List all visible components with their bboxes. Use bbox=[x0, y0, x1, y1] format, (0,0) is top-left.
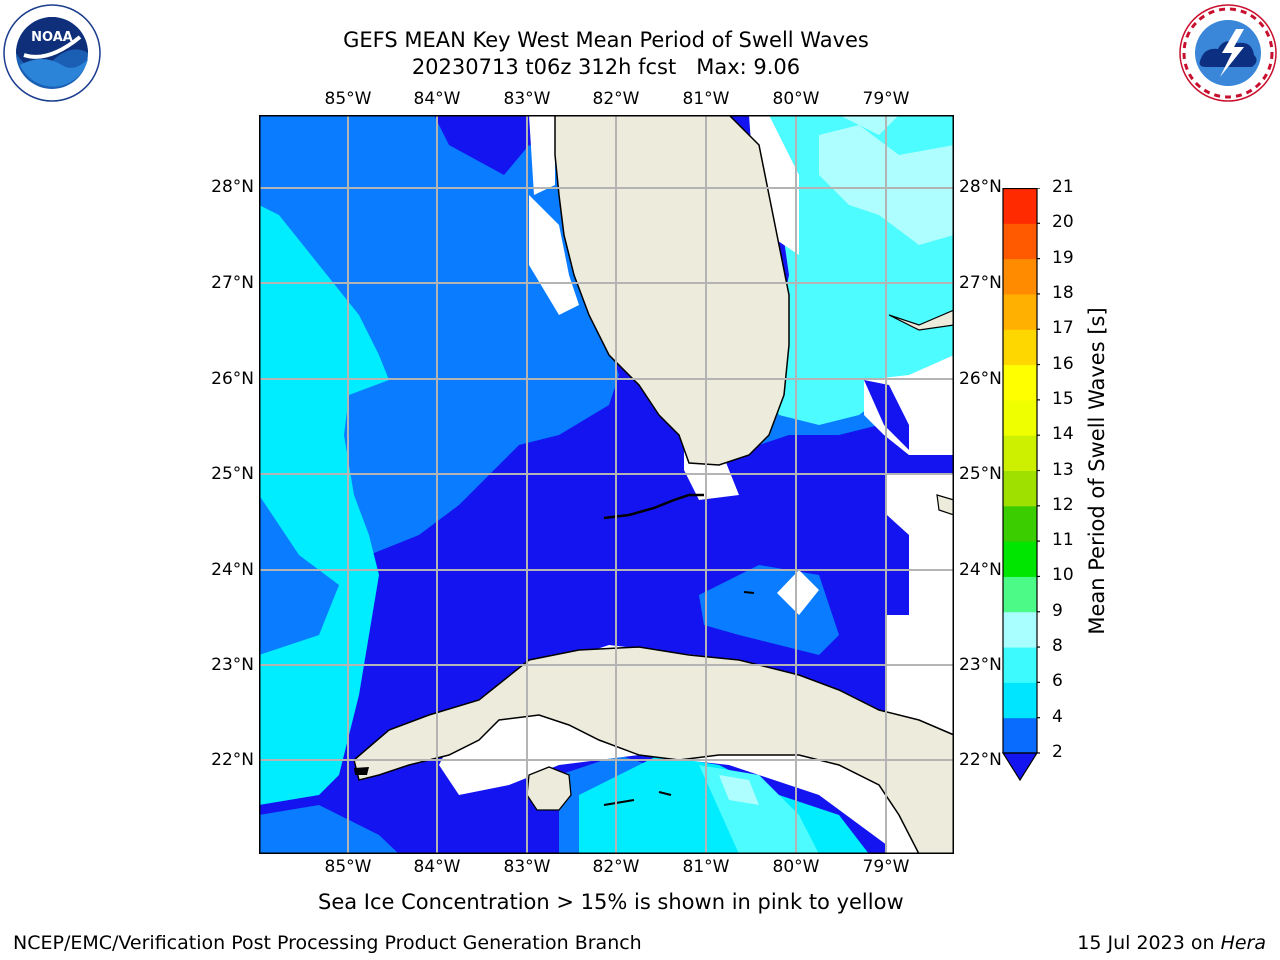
colorbar-tick-label: 6 bbox=[1052, 671, 1063, 692]
map-subtitle: 20230713 t06z 312h fcst Max: 9.06 bbox=[411, 55, 801, 79]
colorbar-swatch bbox=[1003, 258, 1037, 295]
colorbar-swatch bbox=[1003, 611, 1037, 648]
footer-credit: NCEP/EMC/Verification Post Processing Pr… bbox=[13, 932, 642, 954]
lat-label-right: 22°N bbox=[959, 750, 1002, 770]
lat-label-right: 24°N bbox=[959, 560, 1002, 580]
map-frame bbox=[259, 115, 954, 854]
lat-label-right: 25°N bbox=[959, 464, 1002, 484]
colorbar bbox=[1000, 187, 1042, 788]
colorbar-swatch bbox=[1003, 576, 1037, 613]
colorbar-tick-label: 9 bbox=[1052, 600, 1063, 621]
swell-period-map bbox=[259, 115, 954, 854]
sea-ice-note: Sea Ice Concentration > 15% is shown in … bbox=[318, 890, 904, 914]
colorbar-swatch bbox=[1003, 470, 1037, 507]
colorbar-swatch bbox=[1003, 647, 1037, 683]
colorbar-tick-label: 11 bbox=[1052, 530, 1074, 551]
colorbar-tick-label: 13 bbox=[1052, 459, 1074, 480]
nws-logo bbox=[1178, 3, 1278, 103]
colorbar-tick-label: 19 bbox=[1052, 247, 1074, 268]
colorbar-swatch bbox=[1003, 435, 1037, 471]
lon-label-top: 82°W bbox=[592, 89, 640, 109]
lat-label-left: 28°N bbox=[211, 177, 254, 197]
map-graticule bbox=[259, 115, 954, 854]
colorbar-tick-label: 12 bbox=[1052, 494, 1074, 515]
lat-label-left: 22°N bbox=[211, 750, 254, 770]
lat-label-left: 27°N bbox=[211, 273, 254, 293]
colorbar-tick-label: 18 bbox=[1052, 282, 1074, 303]
colorbar-swatch bbox=[1003, 188, 1037, 224]
colorbar-tick-label: 14 bbox=[1052, 424, 1074, 445]
colorbar-extend-triangle bbox=[1001, 752, 1039, 782]
lat-label-left: 26°N bbox=[211, 369, 254, 389]
colorbar-title: Mean Period of Swell Waves [s] bbox=[1085, 307, 1109, 635]
footer-date: 15 Jul 2023 on bbox=[1077, 932, 1221, 954]
lon-label-top: 85°W bbox=[324, 89, 372, 109]
noaa-logo: NOAA bbox=[2, 3, 102, 103]
lon-label-bottom: 82°W bbox=[592, 857, 640, 877]
lon-label-top: 84°W bbox=[413, 89, 461, 109]
footer-host: Hera bbox=[1220, 932, 1266, 954]
lat-label-right: 23°N bbox=[959, 655, 1002, 675]
lon-label-bottom: 83°W bbox=[503, 857, 551, 877]
lat-label-left: 25°N bbox=[211, 464, 254, 484]
isle-of-youth bbox=[526, 766, 572, 811]
no-data-area bbox=[529, 115, 555, 195]
colorbar-tick-label: 16 bbox=[1052, 353, 1074, 374]
colorbar-swatch bbox=[1003, 329, 1037, 366]
colorbar-tick-label: 21 bbox=[1052, 177, 1074, 197]
ocean-cyan-field bbox=[259, 205, 389, 805]
colorbar-swatch bbox=[1003, 717, 1037, 754]
lat-label-left: 24°N bbox=[211, 560, 254, 580]
colorbar-swatch bbox=[1003, 399, 1037, 436]
colorbar-tick-label: 10 bbox=[1052, 565, 1074, 586]
colorbar-tick-label: 17 bbox=[1052, 318, 1074, 339]
florida-landmass bbox=[554, 115, 790, 466]
lon-label-top: 83°W bbox=[503, 89, 551, 109]
lat-label-left: 23°N bbox=[211, 655, 254, 675]
lat-label-right: 27°N bbox=[959, 273, 1002, 293]
lat-label-right: 28°N bbox=[959, 177, 1002, 197]
svg-text:NOAA: NOAA bbox=[31, 30, 73, 45]
colorbar-swatch bbox=[1003, 505, 1037, 542]
colorbar-tick-label: 20 bbox=[1052, 212, 1074, 233]
colorbar-tick-label: 4 bbox=[1052, 706, 1063, 727]
lat-label-right: 26°N bbox=[959, 369, 1002, 389]
colorbar-swatch bbox=[1003, 223, 1037, 260]
lon-label-bottom: 85°W bbox=[324, 857, 372, 877]
footer-timestamp: 15 Jul 2023 on Hera bbox=[1077, 932, 1266, 954]
colorbar-tick-label: 15 bbox=[1052, 388, 1074, 409]
colorbar-swatch bbox=[1003, 364, 1037, 401]
cuba-landmass bbox=[353, 646, 954, 854]
map-title: GEFS MEAN Key West Mean Period of Swell … bbox=[343, 28, 869, 52]
colorbar-tick-label: 2 bbox=[1052, 742, 1063, 762]
lon-label-bottom: 80°W bbox=[772, 857, 820, 877]
colorbar-swatch bbox=[1003, 682, 1037, 719]
colorbar-tick-label: 8 bbox=[1052, 636, 1063, 657]
colorbar-swatch bbox=[1003, 293, 1037, 330]
lon-label-top: 80°W bbox=[772, 89, 820, 109]
lon-label-bottom: 81°W bbox=[682, 857, 730, 877]
colorbar-swatch bbox=[1003, 541, 1037, 577]
lon-label-bottom: 84°W bbox=[413, 857, 461, 877]
lon-label-top: 81°W bbox=[682, 89, 730, 109]
lon-label-bottom: 79°W bbox=[862, 857, 910, 877]
lon-label-top: 79°W bbox=[862, 89, 910, 109]
